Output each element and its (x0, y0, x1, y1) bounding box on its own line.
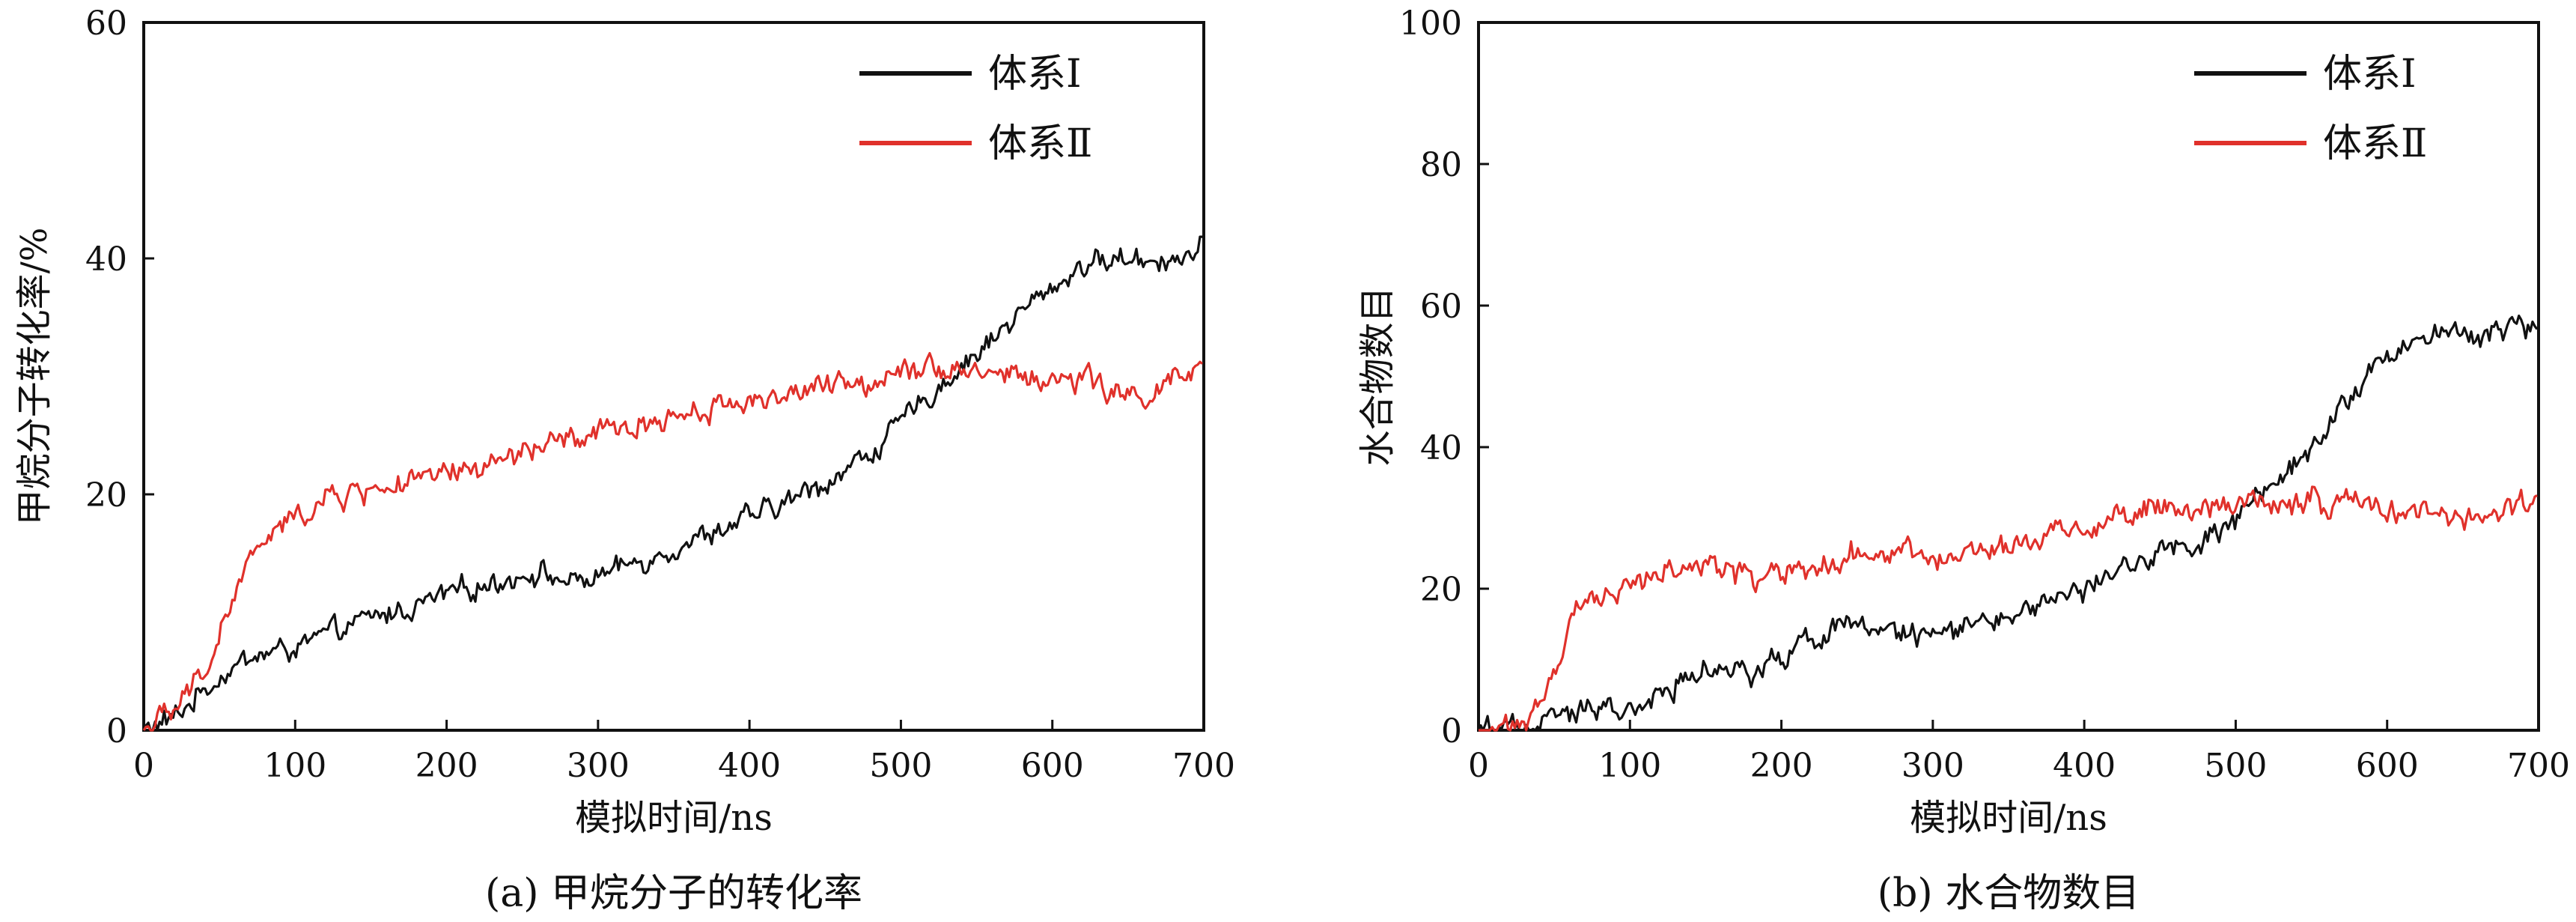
x-tick-label-b-6: 600 (2356, 747, 2419, 785)
legend-b: 体系Ⅰ 体系Ⅱ (2194, 52, 2427, 166)
y-tick-label-b-0: 0 (1441, 712, 1462, 750)
series-line-b-1 (1479, 485, 2538, 732)
x-tick-label-b-3: 300 (1901, 747, 1964, 785)
legend-a: 体系Ⅰ 体系Ⅱ (859, 52, 1092, 166)
x-tick-label-a-4: 400 (718, 747, 781, 785)
legend-label-a-1: 体系Ⅱ (988, 121, 1092, 166)
x-tick-label-a-6: 600 (1021, 747, 1084, 785)
x-tick-label-b-2: 200 (1750, 747, 1813, 785)
x-tick-label-b-1: 100 (1598, 747, 1661, 785)
y-tick-label-b-5: 100 (1399, 4, 1462, 43)
x-tick-label-b-5: 500 (2204, 747, 2267, 785)
series-lines-a (142, 235, 1203, 732)
y-tick-label-a-1: 20 (85, 476, 127, 515)
plot-area-a (142, 21, 1205, 732)
caption-b: (b) 水合物数目 (1878, 871, 2140, 916)
series-line-a-1 (142, 352, 1203, 732)
series-lines-b (1477, 315, 2539, 732)
legend-label-b-0: 体系Ⅰ (2323, 52, 2417, 97)
x-tick-label-a-7: 700 (1172, 747, 1235, 785)
axis-ticks-b: 0 100 200 300 400 500 600 700 0 20 40 60 80 100 (1399, 4, 2570, 785)
x-tick-label-a-3: 300 (567, 747, 630, 785)
x-tick-label-a-0: 0 (133, 747, 154, 785)
x-axis-label-a: 模拟时间/ns (575, 797, 773, 839)
y-axis-label-b: 水合物数目 (1356, 286, 1398, 466)
x-tick-label-a-5: 500 (869, 747, 932, 785)
series-line-b-0 (1477, 315, 2539, 732)
legend-label-a-0: 体系Ⅰ (988, 52, 1082, 97)
legend-label-b-1: 体系Ⅱ (2323, 121, 2427, 166)
y-tick-label-b-3: 60 (1420, 288, 1462, 326)
y-tick-label-b-1: 20 (1420, 571, 1462, 609)
x-tick-label-a-2: 200 (415, 747, 478, 785)
caption-a: (a) 甲烷分子的转化率 (485, 871, 862, 916)
x-tick-label-b-4: 400 (2053, 747, 2116, 785)
y-tick-label-a-2: 40 (85, 240, 127, 279)
x-axis-label-b: 模拟时间/ns (1910, 797, 2107, 839)
y-tick-label-b-2: 40 (1420, 429, 1462, 467)
axis-ticks-a: 0 100 200 300 400 500 600 700 0 20 40 60 (85, 4, 1235, 785)
chart-panel-b: 0 100 200 300 400 500 600 700 0 20 40 60 80 100 水合物数目… (1356, 4, 2570, 916)
y-axis-label-a: 甲烷分子转化率/% (13, 228, 55, 526)
plot-area-b (1477, 21, 2540, 732)
series-line-a-0 (142, 235, 1202, 732)
x-tick-label-b-0: 0 (1468, 747, 1489, 785)
x-tick-label-b-7: 700 (2507, 747, 2570, 785)
y-tick-label-a-3: 60 (85, 4, 127, 43)
x-tick-label-a-1: 100 (264, 747, 326, 785)
y-tick-label-a-0: 0 (106, 712, 127, 750)
y-tick-label-b-4: 80 (1420, 146, 1462, 184)
